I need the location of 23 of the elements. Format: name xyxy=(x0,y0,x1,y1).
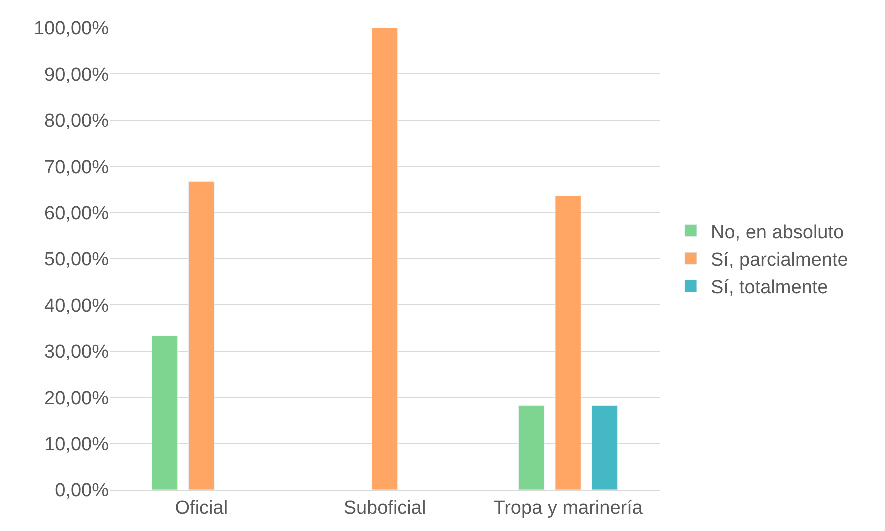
x-tick-label: Tropa y marinería xyxy=(494,498,644,519)
y-tick-label: 30,00% xyxy=(44,342,110,364)
x-tick-label: Oficial xyxy=(175,498,228,519)
y-tick-label: 60,00% xyxy=(44,203,110,224)
x-tick-label: Suboficial xyxy=(344,498,426,519)
bar xyxy=(592,406,618,490)
y-tick-label: 90,00% xyxy=(44,64,110,86)
y-tick-label: 70,00% xyxy=(44,157,110,178)
bar xyxy=(188,182,215,490)
y-tick-label: 50,00% xyxy=(44,250,110,271)
legend-label: Sí, totalmente xyxy=(711,278,828,299)
y-tick-label: 10,00% xyxy=(44,434,110,456)
y-tick-label: 80,00% xyxy=(44,111,110,132)
legend-label: No, en absoluto xyxy=(711,222,844,244)
y-tick-label: 40,00% xyxy=(44,296,110,317)
legend-label: Sí, parcialmente xyxy=(711,250,848,271)
bar xyxy=(518,406,545,490)
bar xyxy=(372,28,398,490)
y-tick-label: 20,00% xyxy=(44,388,110,410)
y-tick-label: 100,00% xyxy=(34,18,110,40)
y-tick-label: 0,00% xyxy=(55,480,110,502)
bar xyxy=(152,336,178,490)
bar xyxy=(555,196,582,490)
